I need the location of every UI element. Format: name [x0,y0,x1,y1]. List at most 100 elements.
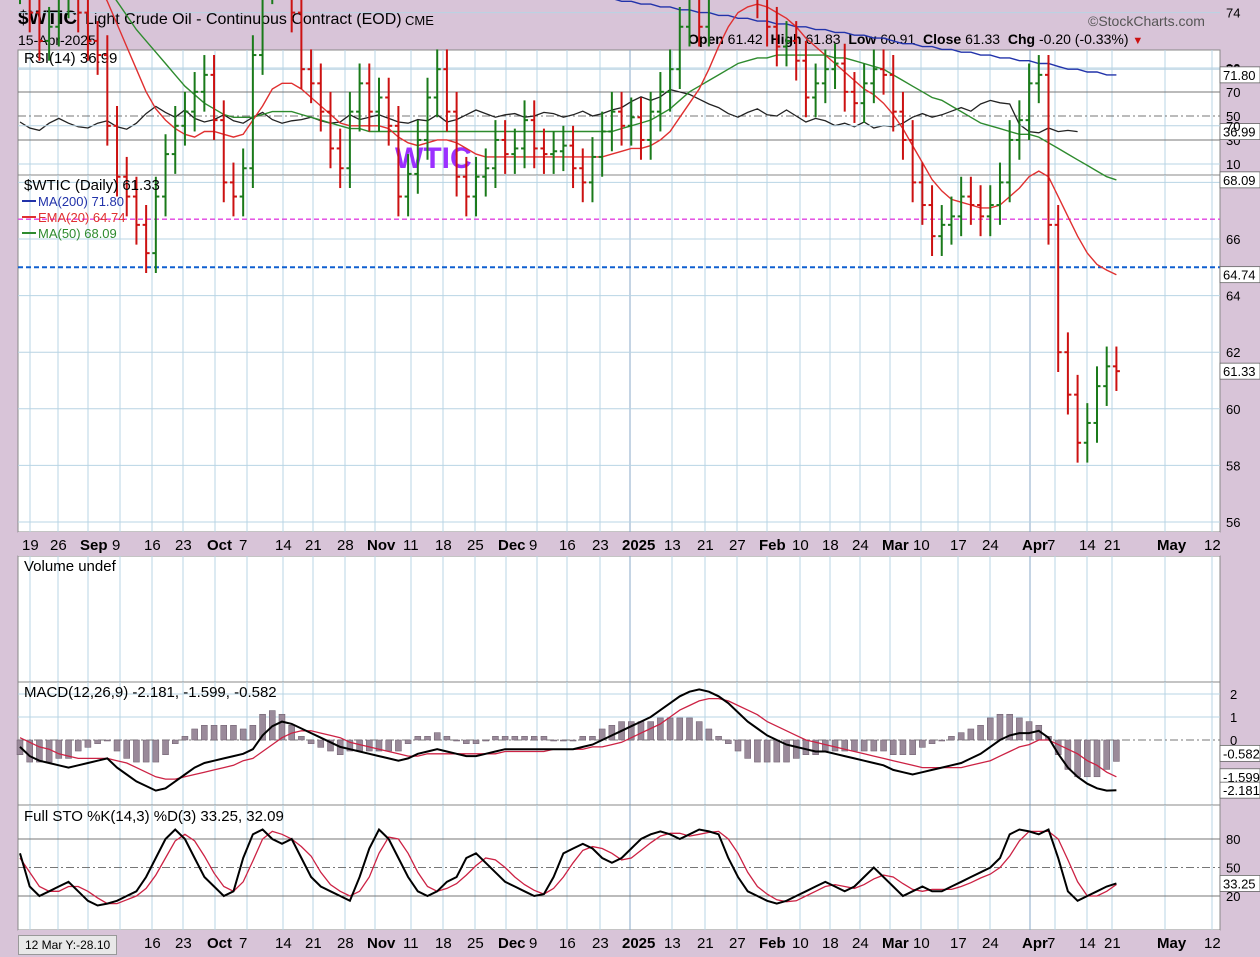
macd-histogram-bar [171,739,179,744]
macd-histogram-bar [763,739,771,763]
x-tick-label: 17 [950,935,967,952]
macd-histogram-bar [647,721,654,741]
macd-title: MACD(12,26,9) -2.181, -1.599, -0.582 [24,684,277,701]
macd-histogram-bar [792,739,800,759]
chg-label: Chg [1007,31,1036,47]
x-tick-label: 23 [592,935,609,952]
macd-histogram-bar [831,739,839,752]
macd-histogram-bar [666,717,674,741]
x-tick-label: 17 [950,537,967,554]
chg-value: -0.20 (-0.33%) [1039,31,1129,47]
x-tick-label: Dec [498,537,526,554]
macd-histogram-bar [463,739,470,744]
rsi-line [19,88,1078,134]
macd-histogram-bar [996,713,1004,741]
x-tick-label: 18 [435,935,452,952]
price-right-label: 64.74 [1223,268,1256,283]
x-tick-label: 25 [467,537,484,554]
macd-histogram-bar [36,739,43,763]
macd-histogram-bar [948,736,955,741]
macd-histogram-bar [249,725,257,741]
macd-histogram-bar [404,739,412,744]
price-tick-label: 62 [1226,345,1240,360]
macd-histogram-bar [210,725,218,741]
macd-histogram-bar [65,739,72,759]
macd-histogram-bar [521,736,528,741]
macd-histogram-bar [705,728,713,741]
macd-histogram-bar [880,739,887,752]
macd-histogram-bar [181,736,189,741]
macd-histogram-bar [841,739,848,752]
macd-histogram-bar [1064,739,1072,770]
macd-right-label: -2.181 [1223,783,1260,798]
chart-header: $WTIC Light Crude Oil - Continuous Contr… [0,0,1260,50]
x-tick-label: 16 [559,935,576,952]
macd-histogram-bar [191,728,198,741]
macd-histogram-bar [492,736,499,741]
macd-histogram-bar [851,739,858,752]
x-tick-label: 10 [792,537,809,554]
price-tick-label: 66 [1226,232,1240,247]
x-tick-label: 21 [1104,935,1121,952]
macd-histogram-bar [414,736,422,741]
x-tick-label: 26 [50,537,67,554]
x-tick-label: 21 [697,935,714,952]
down-arrow-icon: ▼ [1132,35,1144,47]
x-tick-label: 16 [559,537,576,554]
macd-histogram-bar [657,717,664,741]
panel-2 [17,555,1221,683]
price-title: $WTIC (Daily) 61.33 [24,177,160,194]
macd-histogram-bar [987,717,994,741]
ma200-line [614,0,1117,76]
macd-histogram-bar [773,739,781,763]
x-tick-label: 21 [305,935,322,952]
macd-histogram-bar [443,736,451,741]
price-right-label: 71.80 [1223,68,1256,83]
x-tick-label: 7 [1047,935,1055,952]
macd-histogram-bar [589,736,596,741]
x-tick-label: Nov [367,935,396,952]
macd-histogram-bar [433,732,441,741]
macd-histogram-bar [511,736,519,741]
x-tick-label: 12 [1204,537,1221,554]
macd-histogram-bar [909,739,916,755]
macd-histogram-bar [346,739,354,752]
x-tick-label: 7 [239,935,247,952]
x-tick-label: Oct [207,935,232,952]
x-tick-label: Nov [367,537,396,554]
macd-histogram-bar [812,739,819,755]
legend-entry: MA(50) 68.09 [38,226,117,241]
panel-4 [17,804,1221,931]
macd-histogram-bar [317,739,325,748]
x-tick-label: 27 [729,537,746,554]
x-tick-label: 21 [1104,537,1121,554]
close-value: 61.33 [965,31,1001,47]
price-right-label-box [1219,66,1260,84]
price-tick-label: 74 [1226,6,1240,21]
macd-histogram-bar [482,739,489,742]
rsi-tick-label: 10 [1226,157,1240,172]
x-tick-label: 7 [239,537,247,554]
macd-histogram-bar [734,739,742,752]
macd-histogram-bar [278,713,286,741]
rsi-title: RSI(14) 36.99 [24,50,117,67]
legend-entry: EMA(20) 64.74 [38,210,125,225]
macd-histogram-bar [957,732,965,741]
macd-histogram-bar [395,739,402,752]
macd-histogram-bar [501,736,509,741]
x-tick-label: May [1157,935,1187,952]
price-right-label-box [1219,171,1260,189]
macd-histogram-bar [1006,713,1013,741]
x-tick-label: 14 [1079,935,1096,952]
macd-histogram-bar [977,725,984,741]
macd-histogram-bar [899,739,907,755]
price-right-label: 61.33 [1223,364,1256,379]
x-axis-strip [18,930,1220,954]
macd-histogram-bar [152,739,160,763]
macd-histogram-bar [113,739,121,752]
open-label: Open [688,31,724,47]
macd-histogram-bar [327,739,334,752]
macd-histogram-bar [870,739,878,752]
x-tick-label: 9 [112,537,120,554]
price-right-label-box [1219,362,1260,380]
